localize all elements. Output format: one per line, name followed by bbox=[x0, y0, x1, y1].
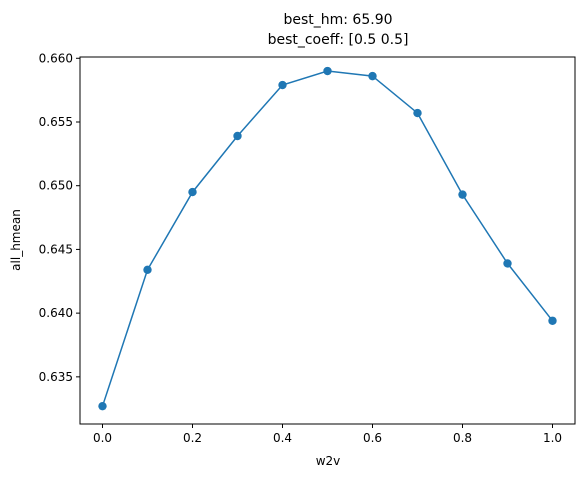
x-axis-label: w2v bbox=[316, 454, 341, 468]
data-point bbox=[413, 108, 422, 118]
y-tick-label: 0.655 bbox=[39, 115, 73, 129]
y-axis-label: all_hmean bbox=[9, 209, 23, 271]
chart-title-line-1: best_hm: 65.90 bbox=[283, 12, 392, 28]
x-tick-label: 0.6 bbox=[363, 431, 382, 445]
x-tick-label: 0.2 bbox=[183, 431, 202, 445]
y-tick-label: 0.640 bbox=[39, 306, 73, 320]
data-point bbox=[278, 80, 287, 90]
x-tick-label: 0.4 bbox=[273, 431, 292, 445]
y-tick-label: 0.645 bbox=[39, 242, 73, 256]
x-axis-ticks: 0.0 0.2 0.4 0.6 0.8 1.0 bbox=[93, 424, 562, 445]
series-layer bbox=[98, 66, 557, 411]
data-point bbox=[233, 131, 242, 141]
data-point bbox=[503, 259, 512, 268]
y-axis-ticks: 0.635 0.640 0.645 0.650 0.655 0.660 bbox=[39, 51, 80, 384]
data-point bbox=[458, 190, 467, 199]
x-tick-label: 0.0 bbox=[93, 431, 112, 445]
data-point bbox=[98, 401, 107, 411]
data-point bbox=[548, 316, 557, 325]
data-point bbox=[323, 66, 332, 76]
data-point bbox=[143, 265, 152, 275]
data-point bbox=[368, 71, 377, 81]
x-tick-label: 1.0 bbox=[543, 431, 562, 445]
data-point bbox=[188, 187, 197, 197]
plot-area-frame bbox=[79, 56, 576, 425]
x-tick-label: 0.8 bbox=[453, 431, 472, 445]
y-tick-label: 0.650 bbox=[39, 179, 73, 193]
chart-title-line-2: best_coeff: [0.5 0.5] bbox=[268, 32, 409, 48]
y-tick-label: 0.635 bbox=[39, 370, 73, 384]
y-tick-label: 0.660 bbox=[39, 51, 73, 65]
series-line bbox=[101, 70, 554, 407]
